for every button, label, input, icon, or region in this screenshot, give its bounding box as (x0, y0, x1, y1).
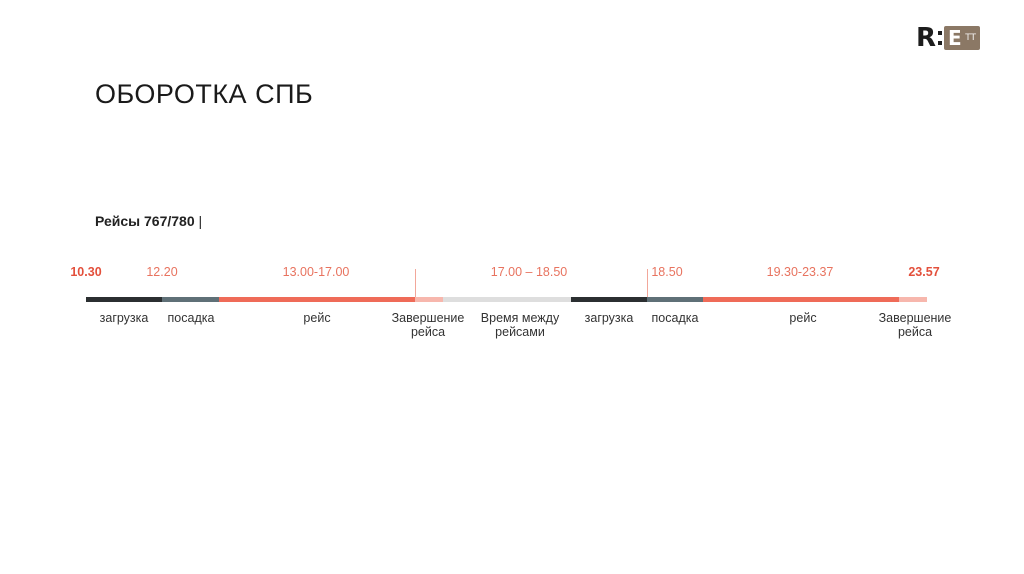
stage-label-line: Завершение (391, 311, 465, 325)
stage-label-line: рейс (303, 311, 331, 325)
text-cursor: | (198, 213, 203, 229)
timeline-segment (86, 297, 162, 302)
timeline-segment (571, 297, 647, 302)
timeline-segment (162, 297, 219, 302)
timeline-segment (415, 297, 443, 302)
time-label: 19.30-23.37 (766, 265, 834, 279)
timeline-segment (647, 297, 703, 302)
stage-label-line: загрузка (99, 311, 149, 325)
stage-label-line: рейс (789, 311, 817, 325)
stage-label-line: рейсами (495, 325, 545, 339)
logo-badge-letter: E (948, 26, 962, 50)
stage-label: Завершение рейса (392, 311, 465, 339)
stage-label: Время между рейсами (481, 311, 559, 339)
time-label: 23.57 (908, 265, 940, 279)
timeline-segment (443, 297, 571, 302)
time-label: 10.30 (70, 265, 102, 279)
logo-badge-small: TT (965, 33, 977, 43)
trip-numbers: Рейсы 767/780 | (95, 213, 202, 229)
timeline-marker (415, 269, 416, 297)
time-label: 13.00-17.00 (282, 265, 350, 279)
timeline-segment (899, 297, 927, 302)
time-label: 17.00 – 18.50 (490, 265, 568, 279)
stage-label-line: Время между (480, 311, 560, 325)
trip-numbers-text: Рейсы 767/780 (95, 213, 195, 229)
stage-label-line: посадка (651, 311, 699, 325)
stage-label-line: рейса (897, 325, 933, 339)
stage-label: посадка (652, 311, 699, 325)
timeline-marker (647, 269, 648, 297)
timeline-segment (219, 297, 415, 302)
stage-label: рейс (789, 311, 816, 325)
stage-label: Завершение рейса (879, 311, 952, 339)
timeline-segment (703, 297, 899, 302)
stage-label: загрузка (585, 311, 634, 325)
stage-label: рейс (303, 311, 330, 325)
time-label: 12.20 (146, 265, 178, 279)
stage-label-line: посадка (167, 311, 215, 325)
logo-badge: E TT (944, 26, 981, 50)
time-label: 18.50 (651, 265, 683, 279)
logo: R E TT (916, 23, 981, 53)
stage-label-line: рейса (410, 325, 446, 339)
stage-label-line: Завершение (878, 311, 952, 325)
stage-label-line: загрузка (584, 311, 634, 325)
stage-label: загрузка (100, 311, 149, 325)
logo-colon-icon (938, 31, 943, 45)
page-title: ОБОРОТКА СПБ (95, 79, 314, 109)
logo-letter: R (916, 23, 937, 53)
stage-label: посадка (168, 311, 215, 325)
